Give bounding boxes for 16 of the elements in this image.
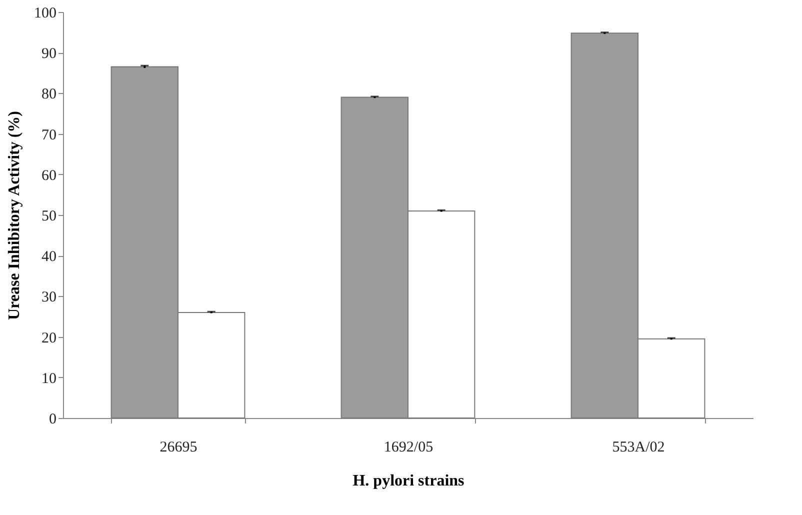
y-tick-label: 10 (42, 370, 56, 387)
y-tick-label: 30 (42, 290, 56, 306)
y-tick-label: 90 (42, 46, 56, 62)
y-tick-label: 80 (42, 86, 56, 103)
y-tick-label: 50 (42, 208, 56, 224)
y-tick-label: 40 (42, 249, 56, 266)
y-tick-label: 0 (49, 412, 56, 428)
y-tick-label: 100 (34, 6, 56, 22)
x-tick-label: 553A/02 (612, 440, 665, 456)
y-tick-label: 60 (42, 168, 56, 184)
y-tick-label: 70 (42, 127, 56, 144)
y-axis-title: Urease Inhibitory Activity (%) (6, 110, 23, 320)
y-tick-label: 20 (42, 330, 56, 346)
x-tick-label: 26695 (160, 440, 198, 456)
x-tick-label: 1692/05 (384, 440, 434, 456)
x-axis-title: H. pylori strains (352, 472, 464, 490)
